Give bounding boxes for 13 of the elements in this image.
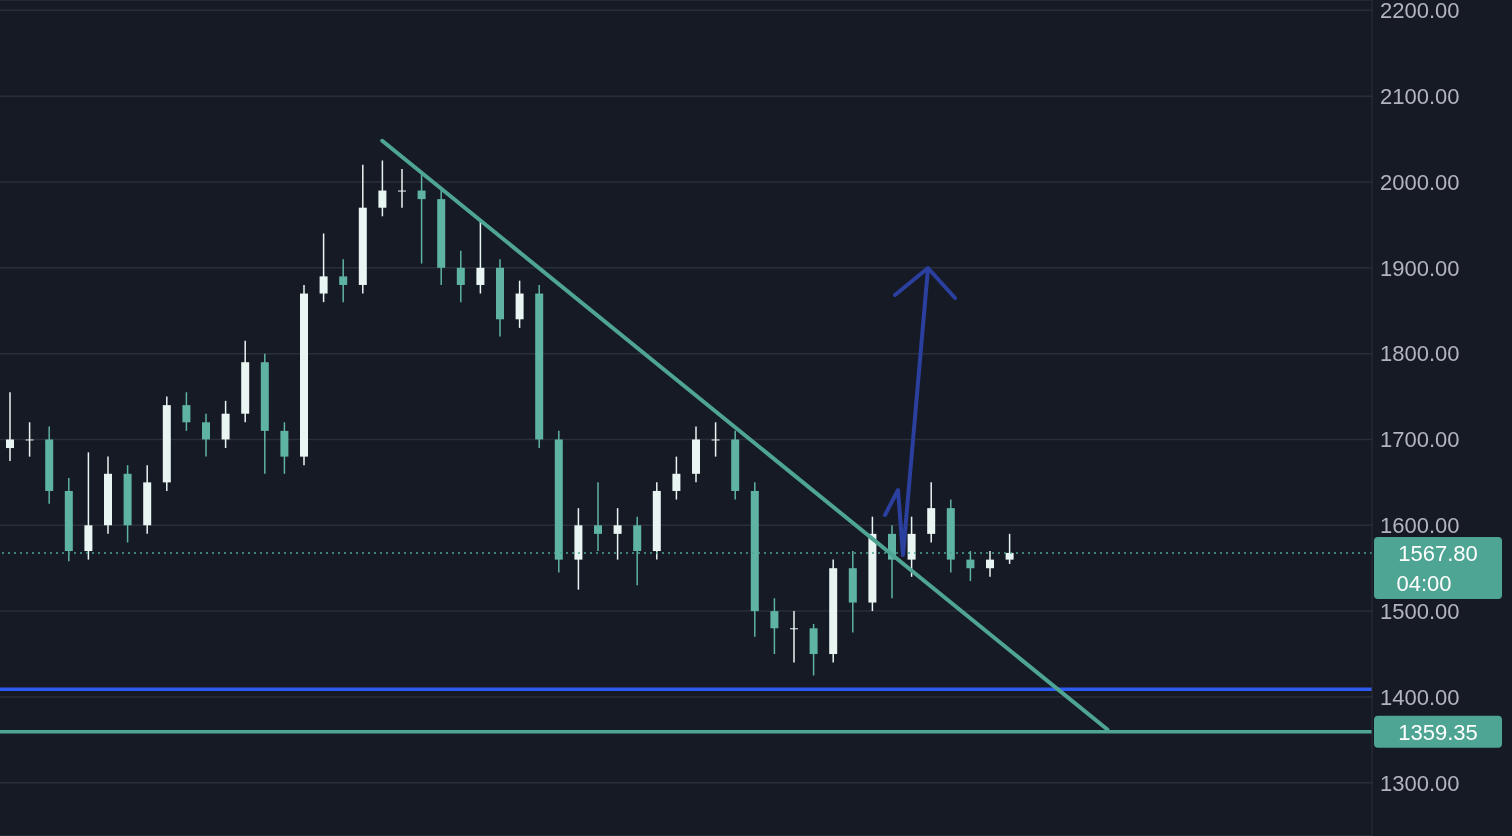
y-tick-label: 1900.00 — [1380, 255, 1460, 281]
y-tick-label: 2200.00 — [1380, 0, 1460, 24]
y-tick-label: 2100.00 — [1380, 83, 1460, 109]
y-tick-label: 1700.00 — [1380, 427, 1460, 453]
y-tick-label: 1300.00 — [1380, 770, 1460, 796]
y-tick-label: 1400.00 — [1380, 684, 1460, 710]
y-tick-label: 1800.00 — [1380, 341, 1460, 367]
ref-line-label: 1359.35 — [1398, 719, 1478, 745]
y-tick-label: 1600.00 — [1380, 513, 1460, 539]
text: 04:00 — [1396, 570, 1452, 596]
y-tick-label: 1500.00 — [1380, 598, 1460, 624]
ref-line-label: 1567.80 — [1398, 540, 1478, 566]
y-tick-label: 2000.00 — [1380, 169, 1460, 195]
